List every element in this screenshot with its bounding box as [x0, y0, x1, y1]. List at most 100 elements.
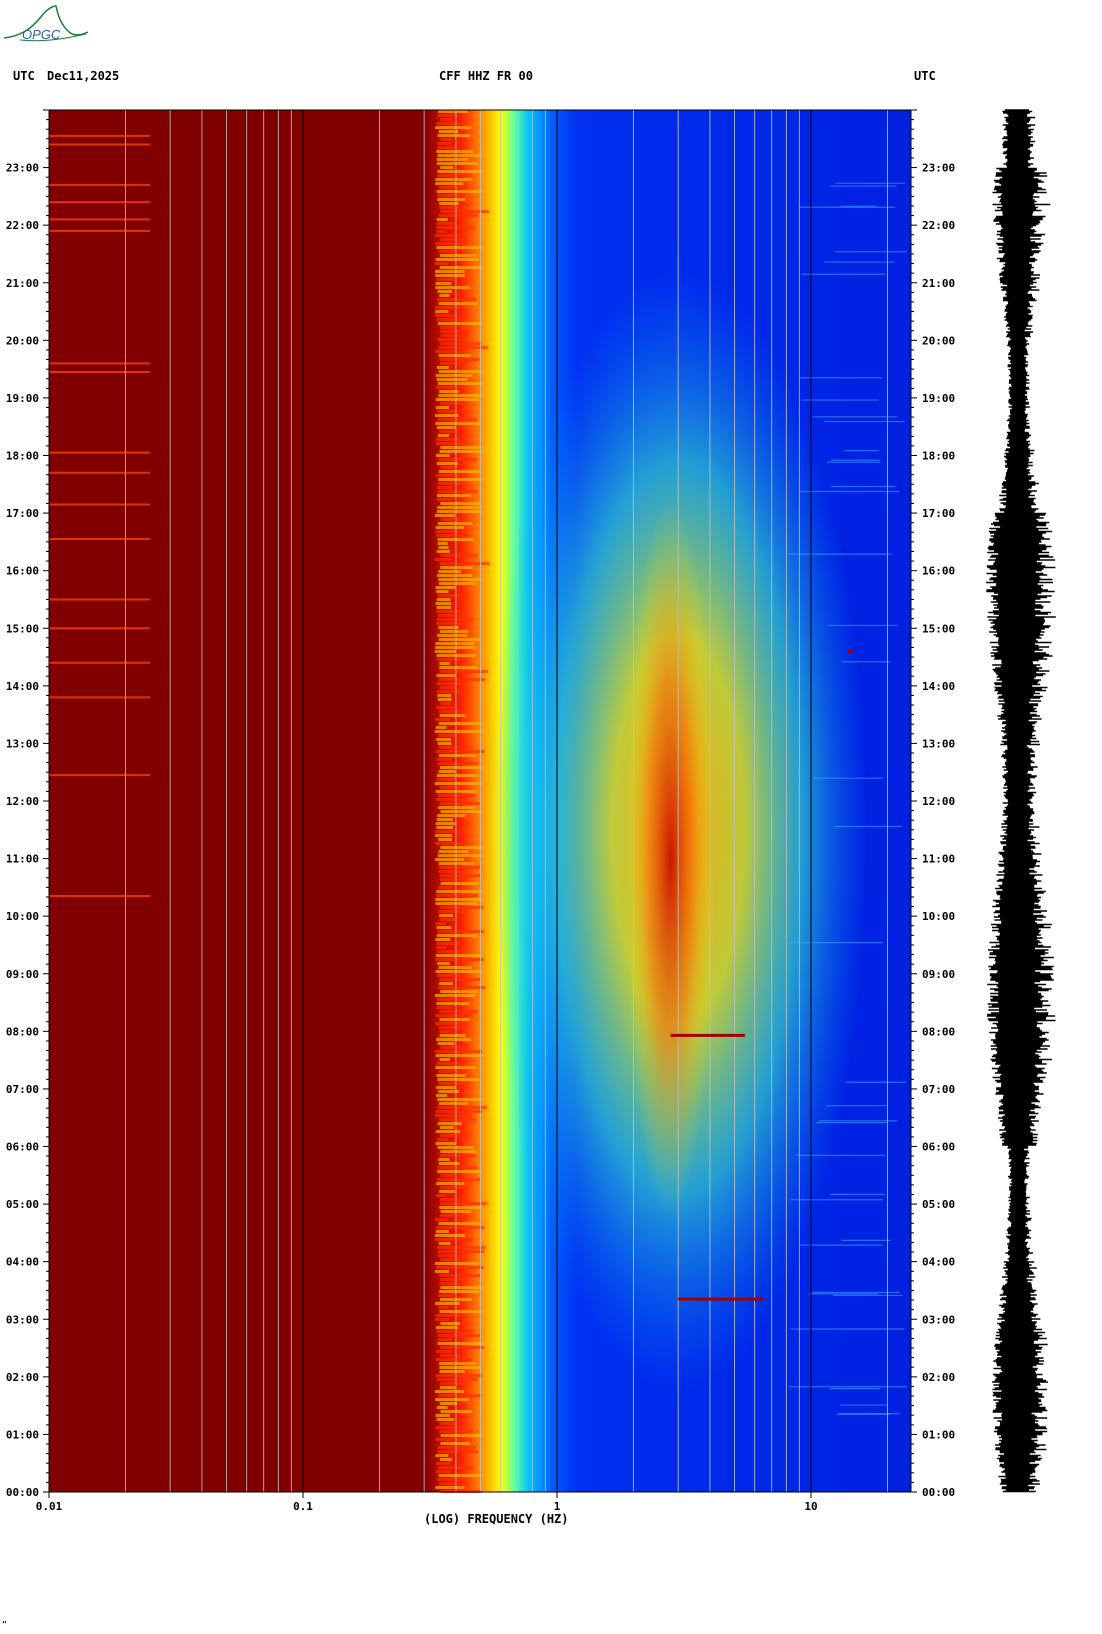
noise-streak: [436, 150, 474, 153]
noise-streak: [436, 1350, 452, 1353]
noise-streak: [435, 234, 463, 237]
y-tick-label-left: 23:00: [6, 162, 39, 175]
noise-streak: [439, 666, 478, 669]
noise-streak: [436, 218, 448, 221]
noise-streak: [434, 558, 452, 561]
noise-streak: [438, 1474, 486, 1477]
y-tick-label-left: 04:00: [6, 1256, 39, 1269]
noise-streak: [438, 478, 487, 481]
noise-streak: [437, 494, 472, 497]
noise-streak: [439, 202, 459, 205]
noise-streak: [436, 998, 470, 1001]
noise-streak: [435, 1094, 448, 1097]
noise-streak: [437, 1042, 455, 1045]
y-tick-label-left: 19:00: [6, 392, 39, 405]
noise-streak: [436, 618, 474, 621]
y-tick-label-left: 21:00: [6, 277, 39, 290]
noise-streak: [439, 1198, 469, 1201]
noise-streak: [435, 726, 447, 729]
y-tick-label-left: 13:00: [6, 737, 39, 750]
noise-streak: [438, 346, 489, 349]
noise-streak: [438, 678, 486, 681]
y-tick-label-left: 16:00: [6, 565, 39, 578]
y-tick-label-left: 00:00: [6, 1486, 39, 1499]
noise-streak: [439, 710, 459, 713]
noise-streak: [439, 266, 483, 269]
noise-streak: [437, 410, 458, 413]
noise-streak: [440, 882, 479, 885]
noise-streak: [436, 1086, 456, 1089]
noise-streak: [437, 594, 470, 597]
noise-streak: [439, 1402, 457, 1405]
noise-streak: [436, 1266, 484, 1269]
noise-streak: [438, 1082, 471, 1085]
noise-streak: [436, 246, 483, 249]
noise-streak: [440, 1442, 470, 1445]
noise-streak: [439, 802, 480, 805]
noise-streak: [434, 1218, 448, 1221]
noise-streak: [437, 1170, 483, 1173]
noise-streak: [439, 1370, 465, 1373]
noise-streak: [437, 506, 482, 509]
y-tick-label-right: 01:00: [922, 1428, 955, 1441]
noise-streak: [439, 1310, 486, 1313]
noise-streak: [435, 310, 449, 313]
y-tick-label-right: 19:00: [922, 392, 955, 405]
noise-streak: [439, 362, 468, 365]
noise-streak: [440, 334, 469, 337]
noise-streak: [438, 734, 458, 737]
noise-streak: [436, 606, 452, 609]
logo-underline: [19, 33, 87, 42]
noise-streak: [435, 898, 483, 901]
noise-streak: [438, 130, 459, 133]
noise-streak: [435, 178, 472, 181]
noise-streak: [439, 1102, 469, 1105]
noise-streak: [437, 1166, 478, 1169]
noise-streak: [438, 458, 478, 461]
y-tick-label-right: 14:00: [922, 680, 955, 693]
noise-streak: [440, 342, 482, 345]
noise-streak: [440, 1386, 456, 1389]
noise-streak: [439, 786, 463, 789]
noise-streak: [439, 206, 461, 209]
noise-streak: [437, 222, 456, 225]
noise-streak: [435, 1462, 451, 1465]
noise-streak: [438, 110, 468, 113]
noise-streak: [436, 890, 486, 893]
noise-streak: [439, 982, 454, 985]
noise-streak: [438, 1254, 459, 1257]
noise-streak: [437, 114, 458, 117]
noise-streak: [437, 486, 452, 489]
x-tick-label: 1: [554, 1500, 561, 1513]
noise-streak: [437, 434, 450, 437]
y-tick-label-right: 23:00: [922, 162, 955, 175]
noise-streak: [436, 1182, 465, 1185]
noise-streak: [436, 158, 469, 161]
noise-streak: [435, 386, 462, 389]
y-tick-label-right: 22:00: [922, 219, 955, 232]
noise-streak: [437, 1250, 485, 1253]
x-tick-label: 10: [804, 1500, 817, 1513]
noise-streak: [438, 966, 472, 969]
noise-streak: [438, 250, 456, 253]
noise-streak: [436, 530, 459, 533]
noise-streak: [435, 1374, 483, 1377]
noise-streak: [436, 598, 451, 601]
y-tick-label-left: 12:00: [6, 795, 39, 808]
y-tick-label-left: 14:00: [6, 680, 39, 693]
noise-streak: [435, 126, 472, 129]
noise-streak: [436, 162, 478, 165]
noise-streak: [439, 1118, 477, 1121]
noise-streak: [436, 934, 478, 937]
noise-streak: [438, 1070, 461, 1073]
noise-streak: [436, 750, 485, 753]
noise-streak: [437, 174, 472, 177]
noise-streak: [435, 350, 463, 353]
noise-streak: [439, 238, 469, 241]
noise-streak: [435, 830, 459, 833]
noise-streak: [437, 154, 487, 157]
noise-streak: [439, 390, 459, 393]
noise-streak: [436, 894, 478, 897]
noise-streak: [437, 910, 467, 913]
noise-streak: [434, 650, 457, 653]
